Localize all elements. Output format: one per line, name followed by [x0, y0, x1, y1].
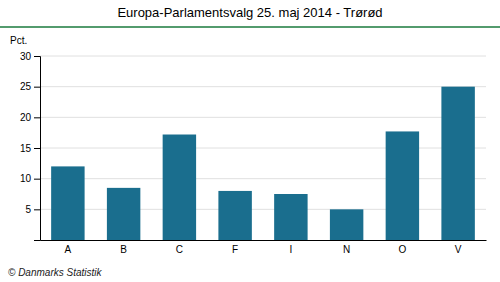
chart: Europa-Parlamentsvalg 25. maj 2014 - Trø… — [0, 0, 500, 282]
x-tick-label: A — [65, 244, 72, 255]
x-tick: O — [398, 244, 406, 255]
x-axis-line — [41, 240, 487, 241]
y-tick: 10 — [20, 173, 40, 184]
y-tick-mark — [34, 117, 40, 118]
bar — [107, 188, 140, 240]
bar — [441, 87, 474, 240]
x-tick: C — [176, 244, 183, 255]
bars — [51, 87, 475, 240]
bar — [274, 194, 307, 240]
y-axis: 5 10 15 20 25 30 — [20, 51, 41, 241]
x-tick: B — [120, 244, 127, 255]
grid-line — [40, 86, 486, 87]
x-tick-label: I — [289, 244, 292, 255]
y-tick-mark — [34, 179, 40, 180]
bar — [163, 135, 196, 240]
y-tick-label: 20 — [20, 112, 32, 123]
footer: © Danmarks Statistik — [8, 267, 103, 278]
bar — [386, 131, 419, 240]
y-tick: 25 — [20, 81, 40, 92]
plot: 5 10 15 20 25 30 A B C F I N O V — [20, 51, 487, 255]
title-underline — [0, 26, 500, 28]
x-tick: A — [65, 244, 72, 255]
y-tick-label: 25 — [20, 81, 32, 92]
bar — [51, 166, 84, 240]
y-axis-label: Pct. — [10, 35, 27, 46]
y-tick-mark — [34, 209, 40, 210]
x-axis: ABCFINOV — [41, 241, 487, 256]
x-tick-label: F — [232, 244, 238, 255]
x-tick-label: B — [120, 244, 127, 255]
y-tick: 15 — [20, 143, 40, 154]
x-tick: F — [232, 244, 238, 255]
x-tick-label: N — [343, 244, 350, 255]
y-tick-label: 5 — [25, 204, 31, 215]
y-axis-line — [34, 57, 41, 241]
x-tick-label: O — [398, 244, 406, 255]
y-tick-mark — [34, 87, 40, 88]
x-tick: N — [343, 244, 350, 255]
bar — [218, 191, 251, 240]
y-tick: 30 — [20, 51, 40, 62]
y-tick: 20 — [20, 112, 40, 123]
grid-line — [40, 117, 486, 118]
y-tick-label: 30 — [20, 51, 32, 62]
y-tick-mark — [34, 56, 40, 57]
x-tick-label: V — [455, 244, 462, 255]
title: Europa-Parlamentsvalg 25. maj 2014 - Trø… — [117, 5, 382, 20]
y-tick: 5 — [25, 204, 40, 215]
y-tick-label: 10 — [20, 173, 32, 184]
x-tick-label: C — [176, 244, 183, 255]
y-tick-label: 15 — [20, 143, 32, 154]
grid-line — [40, 56, 486, 57]
y-tick-mark — [34, 148, 40, 149]
x-tick: I — [289, 244, 292, 255]
x-tick: V — [455, 244, 462, 255]
bar — [330, 209, 363, 240]
